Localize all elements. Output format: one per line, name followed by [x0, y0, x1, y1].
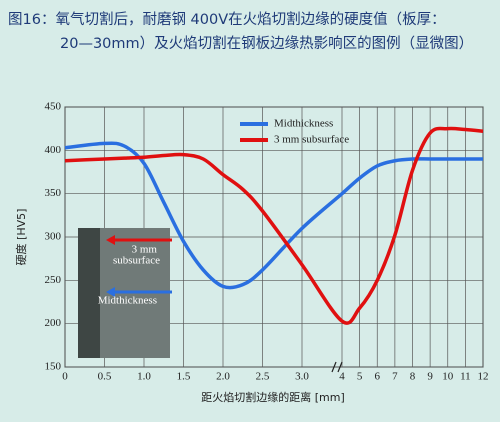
- arrow-head: [106, 235, 115, 245]
- arrow-head: [106, 287, 115, 297]
- x-tick-label: 5: [357, 371, 363, 383]
- x-tick-label: 1.5: [177, 371, 191, 383]
- y-axis-label: 硬度 [HV5]: [14, 209, 28, 266]
- y-tick-label: 350: [45, 187, 62, 199]
- x-tick-label: 6: [375, 371, 381, 383]
- y-tick-label: 200: [45, 317, 62, 329]
- x-tick-label: 2.0: [216, 371, 230, 383]
- chart-title: 20—30mm）及火焰切割在钢板边缘热影响区的图例（显微图）: [60, 34, 473, 52]
- x-tick-label: 0: [62, 371, 68, 383]
- x-tick-label: 7: [392, 371, 398, 383]
- x-tick-label: 8: [410, 371, 416, 383]
- series-line: [64, 126, 484, 325]
- x-tick-label: 1.0: [137, 371, 151, 383]
- y-tick-label: 400: [45, 144, 62, 156]
- legend-label: 3 mm subsurface: [274, 134, 349, 146]
- x-tick-label: 11: [460, 371, 471, 383]
- inset-label: 3 mm: [132, 244, 158, 256]
- inset-label: subsurface: [113, 255, 160, 267]
- x-tick-label: 3.0: [295, 371, 309, 383]
- inset-edge: [78, 228, 100, 358]
- y-tick-label: 250: [45, 274, 62, 286]
- y-tick-label: 150: [45, 361, 62, 373]
- axis-break: [337, 361, 343, 373]
- inset-label: Midthickness: [98, 295, 157, 307]
- x-tick-label: 9: [427, 371, 433, 383]
- series-line: [64, 141, 483, 290]
- x-tick-label: 12: [478, 371, 489, 383]
- x-tick-label: 2.5: [256, 371, 270, 383]
- legend-label: Midthickness: [274, 118, 333, 130]
- y-tick-label: 450: [45, 101, 62, 113]
- axis-break: [331, 361, 337, 373]
- y-tick-label: 300: [45, 231, 62, 243]
- x-tick-label: 4: [339, 371, 345, 383]
- x-tick-label: 0.5: [98, 371, 112, 383]
- chart-title: 图16：氧气切割后，耐磨钢 400V在火焰切割边缘的硬度值（板厚：: [8, 10, 446, 28]
- x-tick-label: 10: [442, 371, 454, 383]
- x-axis-label: 距火焰切割边缘的距离 [mm]: [201, 390, 345, 404]
